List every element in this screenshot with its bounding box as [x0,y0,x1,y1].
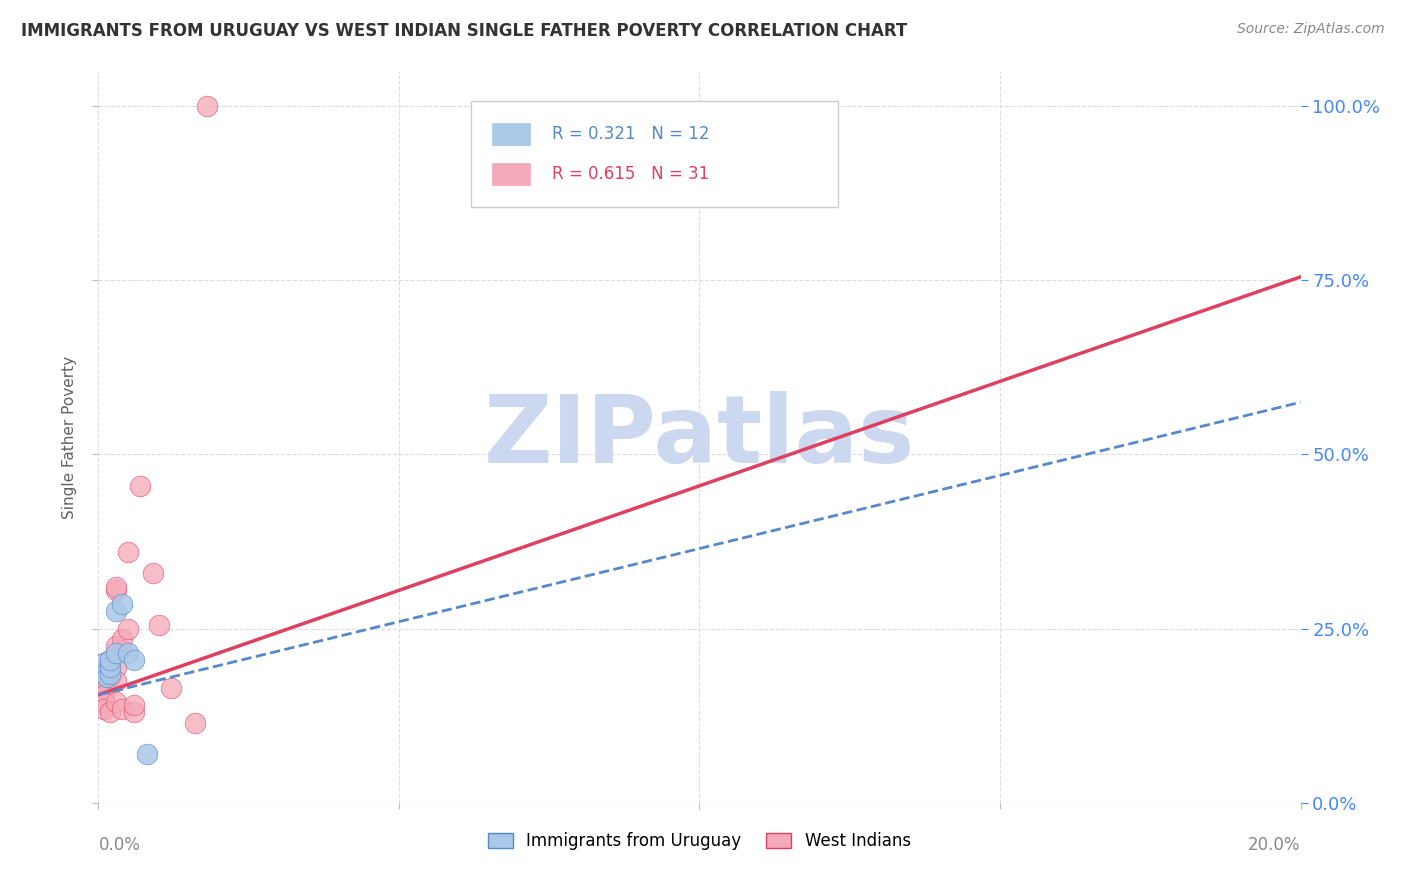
Text: IMMIGRANTS FROM URUGUAY VS WEST INDIAN SINGLE FATHER POVERTY CORRELATION CHART: IMMIGRANTS FROM URUGUAY VS WEST INDIAN S… [21,22,907,40]
Point [100,660,122,674]
Point [159,681,181,695]
Point [93,702,115,716]
Point [93,667,115,681]
Point [141,566,163,580]
Point [129,479,152,493]
Point [117,622,139,636]
Point [93,667,115,681]
Point [105,673,128,688]
Point [105,646,128,660]
Bar [492,122,530,145]
Point [100,653,122,667]
Point [105,583,128,598]
Point [105,604,128,618]
Point [105,695,128,709]
Point [135,747,157,761]
Point [111,597,134,611]
Point [100,660,122,674]
Point [100,653,122,667]
Point [100,667,122,681]
Point [105,580,128,594]
Text: 20.0%: 20.0% [1249,836,1301,854]
Point [93,681,115,695]
Point [148,618,170,632]
Text: Source: ZipAtlas.com: Source: ZipAtlas.com [1237,22,1385,37]
Point [124,653,146,667]
Text: 0.0%: 0.0% [98,836,141,854]
Point [111,632,134,646]
FancyBboxPatch shape [471,101,838,207]
Bar [492,162,530,185]
Point [195,99,218,113]
Point [96,670,118,684]
Point [93,673,115,688]
Y-axis label: Single Father Poverty: Single Father Poverty [62,356,77,518]
Point [117,646,139,660]
Point [117,545,139,559]
Text: ZIPatlas: ZIPatlas [484,391,915,483]
Point [100,670,122,684]
Point [111,702,134,716]
Point [105,639,128,653]
Legend: Immigrants from Uruguay, West Indians: Immigrants from Uruguay, West Indians [481,825,918,856]
Point [183,715,205,730]
Point [100,705,122,719]
Point [124,698,146,713]
Point [100,667,122,681]
Text: R = 0.321   N = 12: R = 0.321 N = 12 [551,125,709,143]
Point [93,657,115,671]
Point [124,705,146,719]
Point [93,657,115,671]
Point [111,642,134,657]
Point [105,660,128,674]
Text: R = 0.615   N = 31: R = 0.615 N = 31 [551,165,709,183]
Point [93,695,115,709]
Point [93,688,115,702]
